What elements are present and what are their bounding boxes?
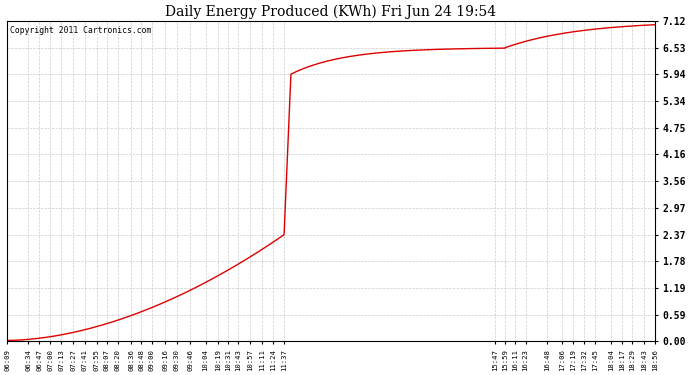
Text: Copyright 2011 Cartronics.com: Copyright 2011 Cartronics.com bbox=[10, 26, 152, 35]
Title: Daily Energy Produced (KWh) Fri Jun 24 19:54: Daily Energy Produced (KWh) Fri Jun 24 1… bbox=[166, 4, 497, 18]
